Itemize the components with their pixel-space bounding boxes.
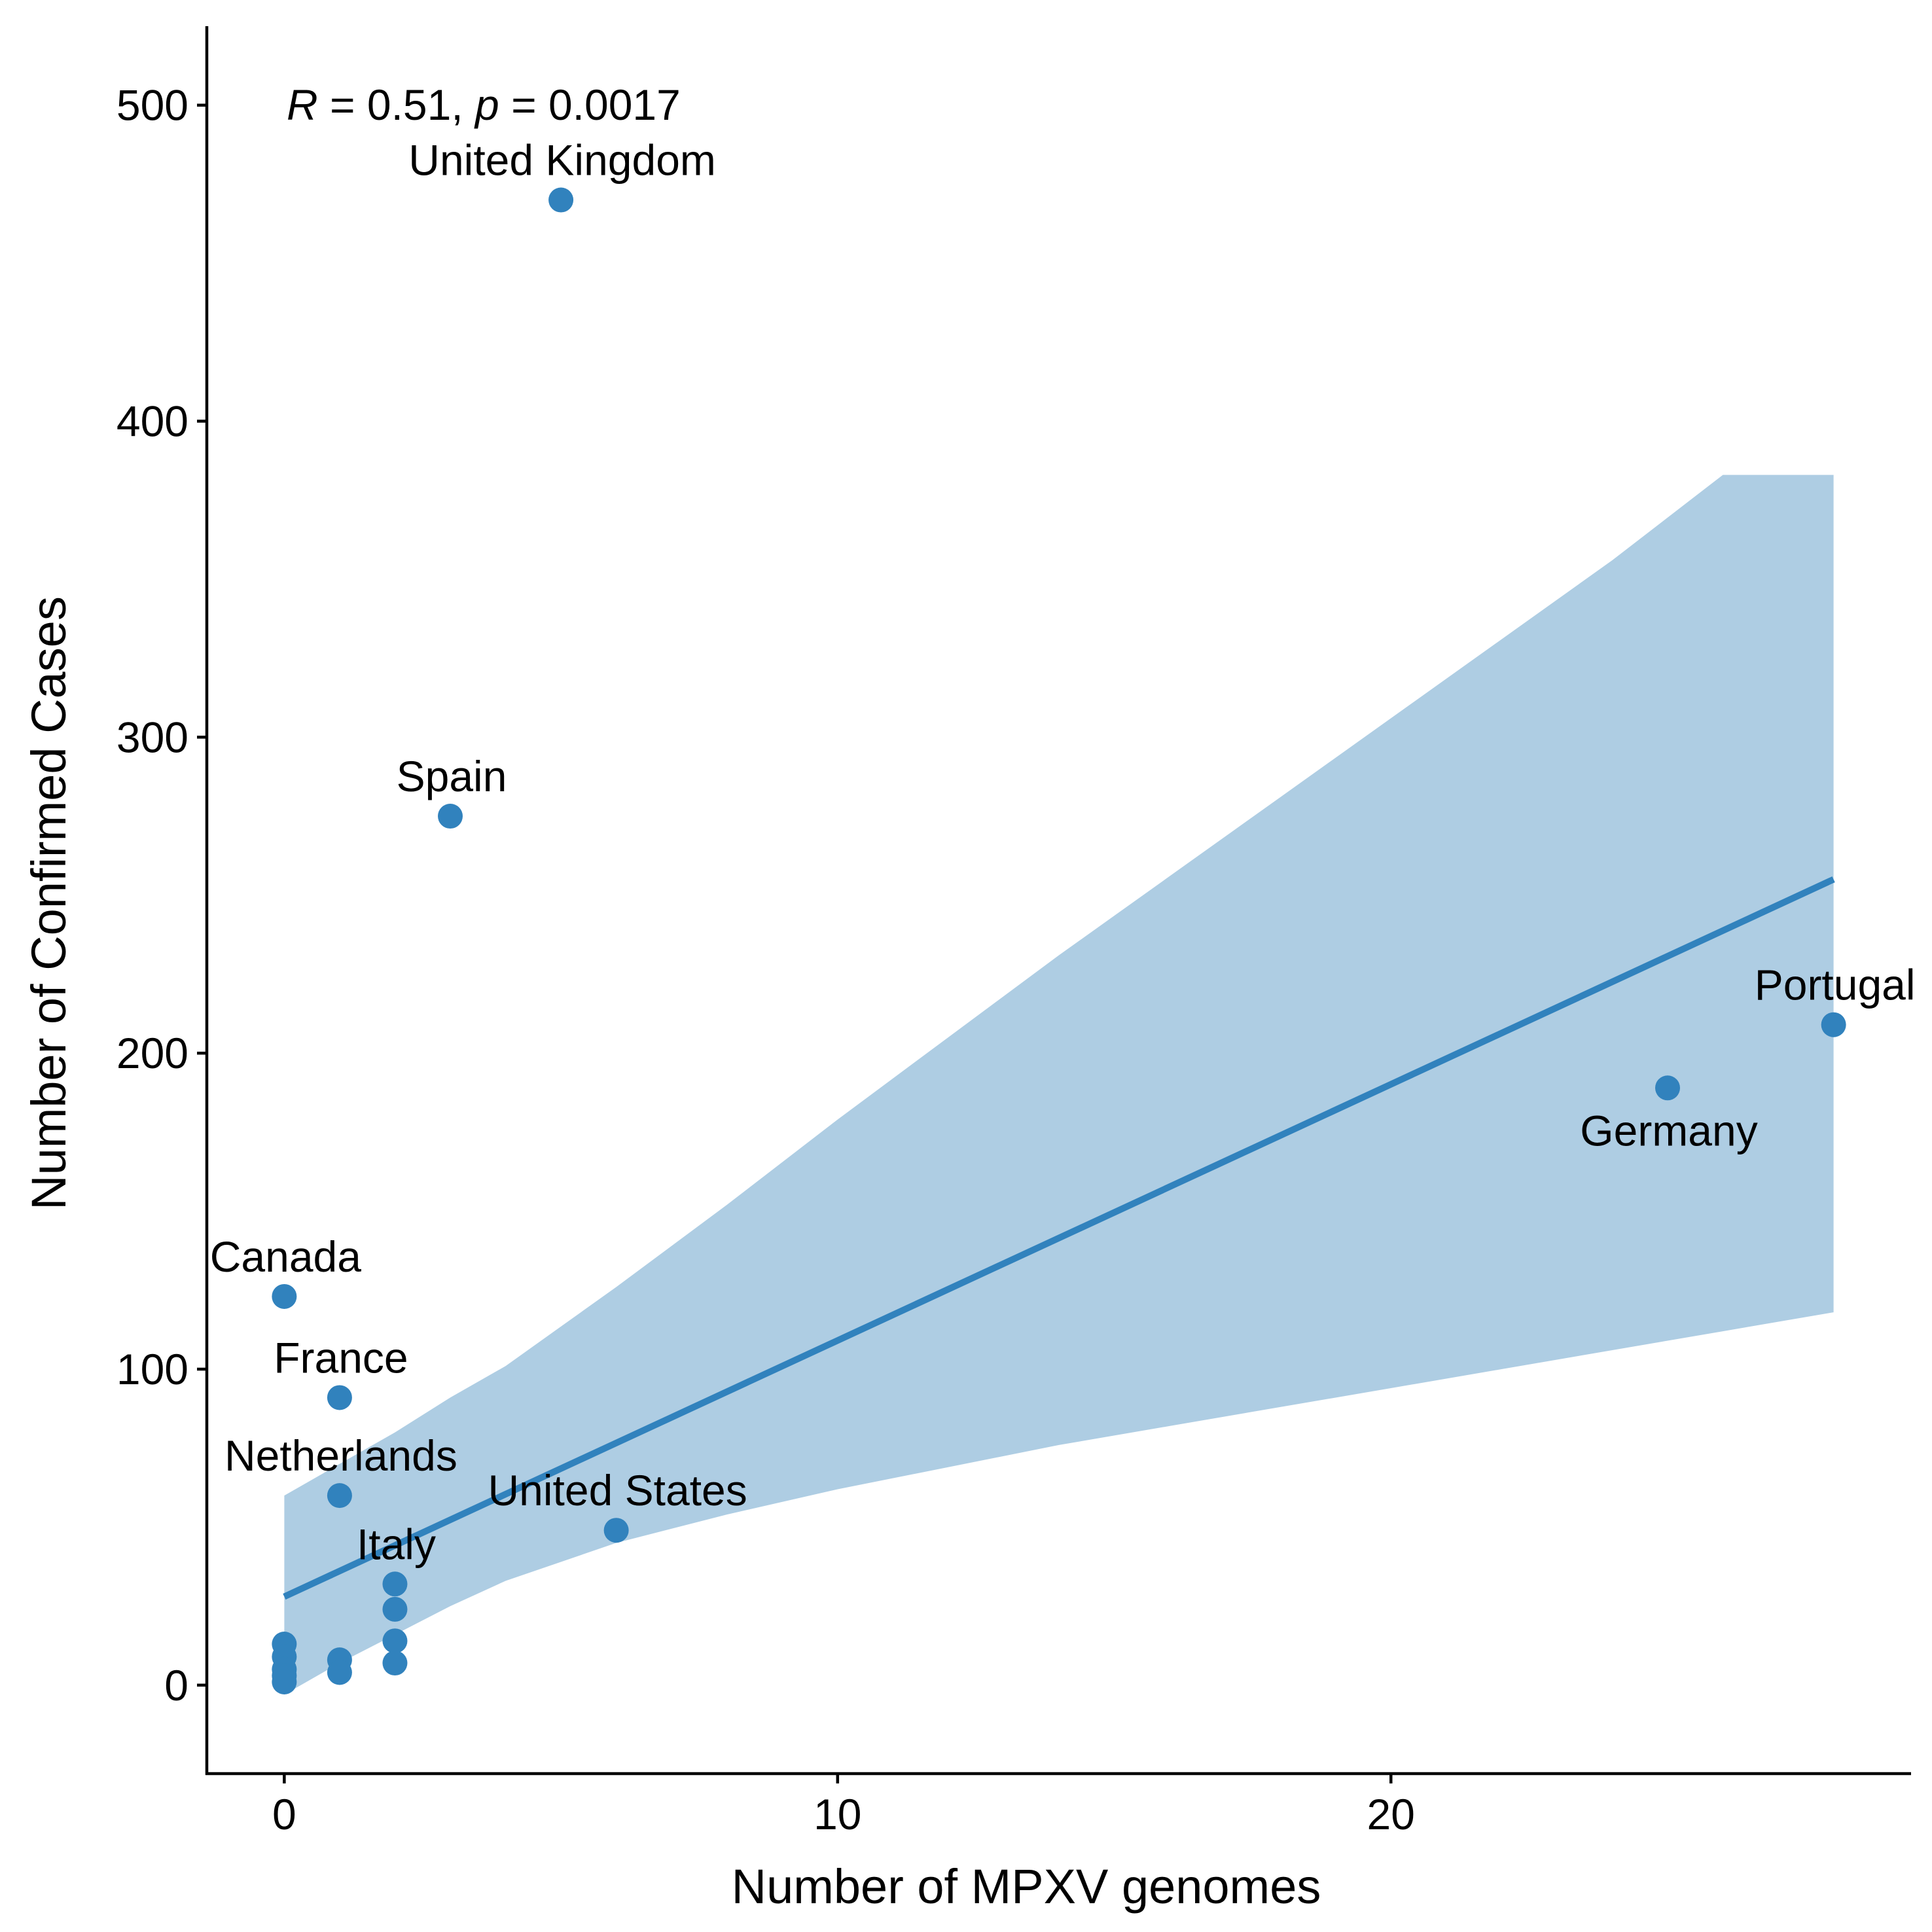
- data-point: [438, 804, 463, 829]
- point-label: Canada: [210, 1232, 361, 1281]
- r-symbol: R: [287, 80, 318, 129]
- data-point: [382, 1651, 408, 1676]
- y-axis-title: Number of Confirmed Cases: [22, 596, 76, 1210]
- point-label: Germany: [1580, 1106, 1757, 1154]
- point-label: Italy: [357, 1520, 436, 1568]
- point-label: Spain: [397, 752, 507, 800]
- axes-layer: 0 100 200 300 400 500 0 10 20: [116, 26, 1911, 1838]
- y-tick-label: 400: [116, 397, 188, 446]
- y-tick-label: 0: [164, 1661, 188, 1709]
- y-tick-label: 200: [116, 1029, 188, 1077]
- point-labels-layer: United Kingdom Spain Portugal Germany Canada…: [210, 136, 1916, 1569]
- correlation-annotation: R = 0.51, p = 0.0017: [287, 80, 681, 129]
- r-value-text: = 0.51,: [318, 80, 475, 129]
- y-tick-label: 100: [116, 1345, 188, 1393]
- p-value-text: = 0.0017: [499, 80, 681, 129]
- data-point: [327, 1660, 352, 1685]
- data-point: [603, 1518, 629, 1543]
- regression-line-layer: [283, 876, 1835, 1600]
- point-label: Portugal: [1755, 961, 1916, 1009]
- data-point: [1655, 1075, 1680, 1101]
- data-point: [327, 1385, 352, 1410]
- point-label: United Kingdom: [408, 136, 716, 185]
- y-tick-label: 300: [116, 713, 188, 761]
- data-point: [272, 1669, 297, 1694]
- x-tick-label: 10: [814, 1790, 861, 1838]
- regression-line: [283, 876, 1835, 1600]
- point-label: France: [274, 1333, 408, 1382]
- confidence-band-layer: [284, 474, 1834, 1695]
- confidence-band: [284, 474, 1834, 1695]
- y-tick-label: 500: [116, 81, 188, 130]
- data-point: [548, 187, 574, 213]
- point-label: Netherlands: [224, 1431, 457, 1480]
- data-point: [382, 1628, 408, 1654]
- x-tick-label: 20: [1367, 1790, 1415, 1838]
- data-point: [327, 1483, 352, 1509]
- data-points-layer: [272, 187, 1846, 1694]
- p-symbol: p: [474, 80, 499, 129]
- data-point: [1821, 1012, 1846, 1037]
- data-point: [272, 1283, 297, 1309]
- x-tick-label: 0: [272, 1790, 296, 1838]
- data-point: [382, 1571, 408, 1597]
- data-point: [382, 1596, 408, 1622]
- point-label: United States: [488, 1466, 747, 1514]
- x-axis-title: Number of MPXV genomes: [732, 1859, 1321, 1914]
